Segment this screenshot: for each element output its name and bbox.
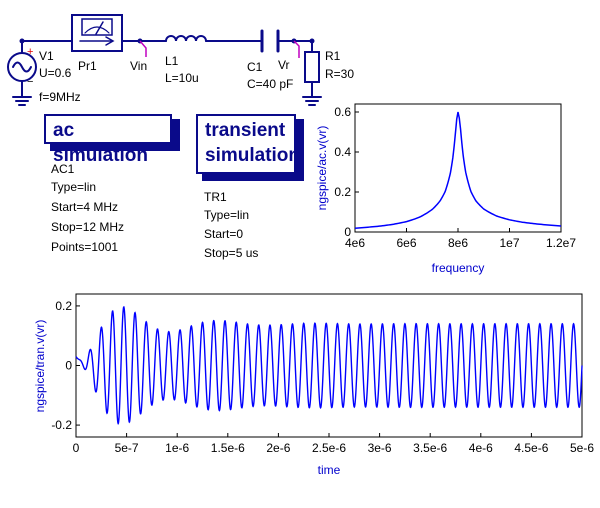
x-tick-label: 1e-6 <box>165 441 189 455</box>
x-tick-label: 4.5e-6 <box>514 441 548 455</box>
probe-arrow-head <box>105 36 115 46</box>
tran-x-axis-label: time <box>318 463 341 477</box>
x-tick-label: 5e-6 <box>570 441 594 455</box>
y-tick-label: 0.2 <box>334 185 351 199</box>
meter-face <box>81 18 113 36</box>
tran-y-axis-label: ngspice/tran.v(vr) <box>33 320 47 413</box>
meter-scale-arc <box>84 26 110 34</box>
ac-y-axis-label: ngspice/ac.v(vr) <box>315 126 329 211</box>
tran-series-line <box>75 306 583 425</box>
y-tick-label: 0.4 <box>334 145 351 159</box>
y-tick-label: 0.2 <box>55 299 72 313</box>
v1-voltage: U=0.6 <box>39 66 72 80</box>
vr-label-leader <box>293 40 300 58</box>
x-tick-label: 2.5e-6 <box>312 441 346 455</box>
l1-value: L=10u <box>165 71 199 85</box>
x-tick-label: 1.2e7 <box>546 236 576 250</box>
ac-series-line <box>354 111 562 229</box>
wire-corner <box>19 38 25 44</box>
transient-simulation-title: transient simulation <box>196 114 301 174</box>
x-tick-label: 3.5e-6 <box>413 441 447 455</box>
current-probe-symbol[interactable] <box>71 14 123 52</box>
ac-simulation-title: ac simulation <box>44 114 172 166</box>
x-tick-label: 4e6 <box>345 236 365 250</box>
r1-value: R=30 <box>325 67 354 81</box>
voltage-source-symbol[interactable] <box>7 52 37 82</box>
wire-corner <box>309 38 315 44</box>
y-tick-label: 0 <box>344 225 351 239</box>
transient-title-line1: transient <box>205 120 286 141</box>
x-tick-label: 5e-7 <box>115 441 139 455</box>
meter-needle-icon <box>95 21 104 35</box>
resistor-symbol[interactable] <box>304 51 320 83</box>
y-tick-label: 0.6 <box>334 105 351 119</box>
sine-wave-icon <box>12 61 32 73</box>
x-tick-label: 1e7 <box>499 236 519 250</box>
transient-simulation-block[interactable]: transient simulation <box>196 114 304 182</box>
r1-name: R1 <box>325 49 341 63</box>
x-tick-label: 8e6 <box>448 236 468 250</box>
c1-value: C=40 pF <box>247 77 293 91</box>
y-tick-label: -0.2 <box>51 418 72 432</box>
x-tick-label: 2e-6 <box>266 441 290 455</box>
v1-frequency: f=9MHz <box>39 90 81 104</box>
transient-title-line2: simulation <box>205 145 301 166</box>
x-tick-label: 1.5e-6 <box>211 441 245 455</box>
ac-chart: 4e6 6e6 8e6 1e7 1.2e7 0 0.2 0.4 0.6 frequency ng… <box>315 103 576 275</box>
ac-simulation-block[interactable]: ac simulation <box>44 114 180 166</box>
v1-minus-mark: − <box>27 76 33 88</box>
pr1-name: Pr1 <box>78 59 97 73</box>
v1-plus-mark: + <box>27 46 33 58</box>
l1-name: L1 <box>165 54 179 68</box>
vin-label-leader <box>139 40 147 57</box>
x-tick-label: 3e-6 <box>368 441 392 455</box>
ac-plot-frame <box>354 103 562 233</box>
y-tick-label: 0 <box>65 359 72 373</box>
ac-x-axis-label: frequency <box>432 261 485 275</box>
x-tick-label: 0 <box>73 441 80 455</box>
transient-chart: 0 5e-7 1e-6 1.5e-6 2e-6 2.5e-6 3e-6 3.5e-6 4e-6 4… <box>33 293 594 477</box>
vr-label: Vr <box>278 58 290 72</box>
v1-name: V1 <box>39 49 54 63</box>
c1-name: C1 <box>247 60 263 74</box>
inductor-symbol[interactable] <box>165 35 207 42</box>
vin-label: Vin <box>130 59 147 73</box>
x-tick-label: 4e-6 <box>469 441 493 455</box>
x-tick-label: 6e6 <box>396 236 416 250</box>
